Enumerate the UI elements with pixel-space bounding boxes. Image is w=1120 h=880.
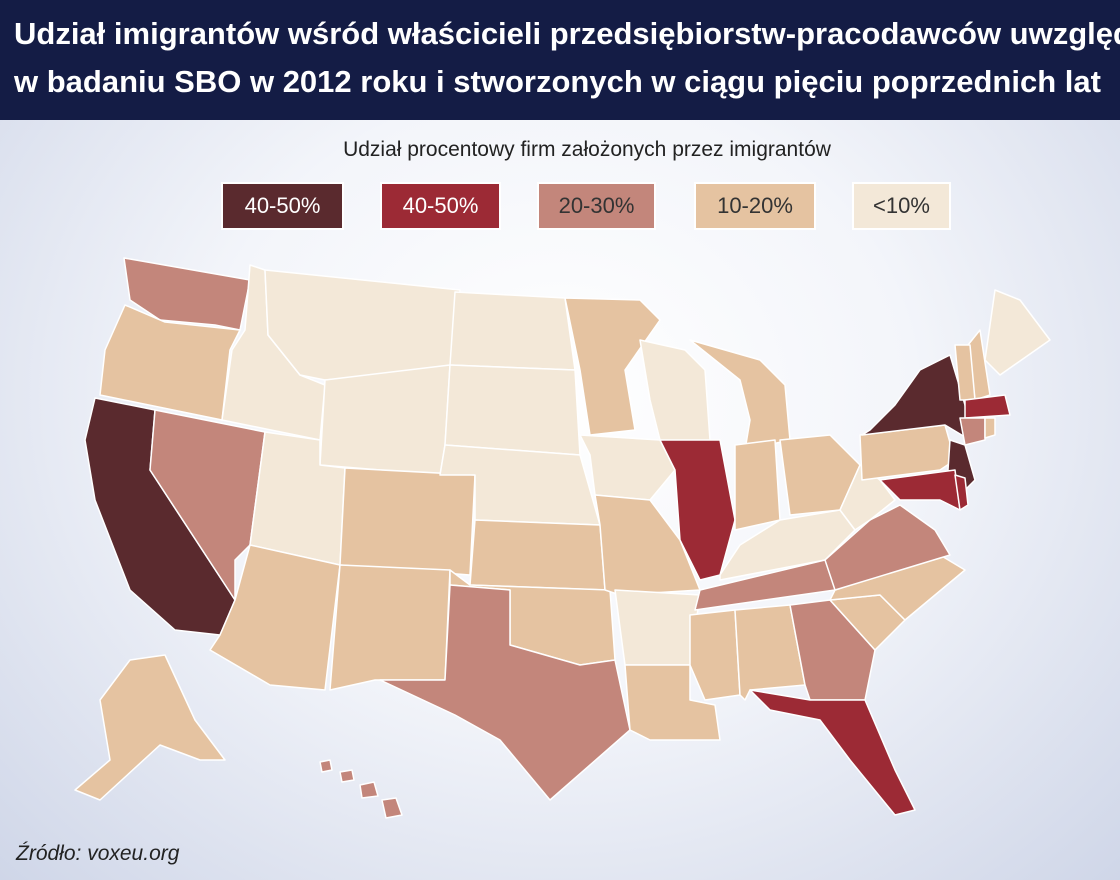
source: Źródło: voxeu.org xyxy=(15,842,180,865)
title-line: w badaniu SBO w 2012 roku i stworzonych … xyxy=(13,64,1101,99)
state xyxy=(861,354,971,441)
state xyxy=(639,339,711,451)
title-line: Udział imigrantów wśród właścicieli prze… xyxy=(14,16,1120,51)
state xyxy=(564,297,661,436)
state xyxy=(469,519,606,591)
state xyxy=(339,467,476,576)
state xyxy=(839,464,896,531)
legend-swatch xyxy=(694,182,816,230)
state xyxy=(319,364,451,476)
state xyxy=(329,564,451,691)
state xyxy=(379,584,631,801)
state xyxy=(209,544,341,691)
legend-swatch xyxy=(852,182,951,230)
legend-label: 10-20% xyxy=(717,193,793,218)
state xyxy=(659,439,736,581)
legend-label: 40-50% xyxy=(403,193,479,218)
state xyxy=(964,394,1011,419)
state xyxy=(99,304,241,421)
state xyxy=(381,797,403,819)
state xyxy=(444,364,581,456)
state xyxy=(984,417,996,439)
state xyxy=(264,269,461,381)
legend-swatch xyxy=(380,182,501,230)
legend-label: 40-50% xyxy=(245,193,321,218)
legend-swatch xyxy=(221,182,344,230)
state xyxy=(984,289,1051,376)
title-bar xyxy=(0,0,1120,120)
state xyxy=(624,664,721,741)
state xyxy=(359,781,379,799)
state xyxy=(689,609,741,701)
state xyxy=(734,439,781,531)
state xyxy=(959,417,986,446)
state xyxy=(614,589,701,666)
legend-swatch xyxy=(537,182,656,230)
state xyxy=(579,434,676,501)
legend-title: Udział procentowy firm założonych przez … xyxy=(343,138,832,161)
state xyxy=(449,291,576,371)
state xyxy=(319,759,333,773)
state xyxy=(74,654,226,801)
state xyxy=(339,769,355,783)
map xyxy=(74,257,1051,819)
legend-label: 20-30% xyxy=(559,193,635,218)
state xyxy=(749,689,916,816)
state xyxy=(954,474,969,511)
legend-label: <10% xyxy=(873,193,930,218)
legend: 40-50% 40-50% 20-30% 10-20% <10% xyxy=(221,182,951,230)
state xyxy=(879,469,961,511)
